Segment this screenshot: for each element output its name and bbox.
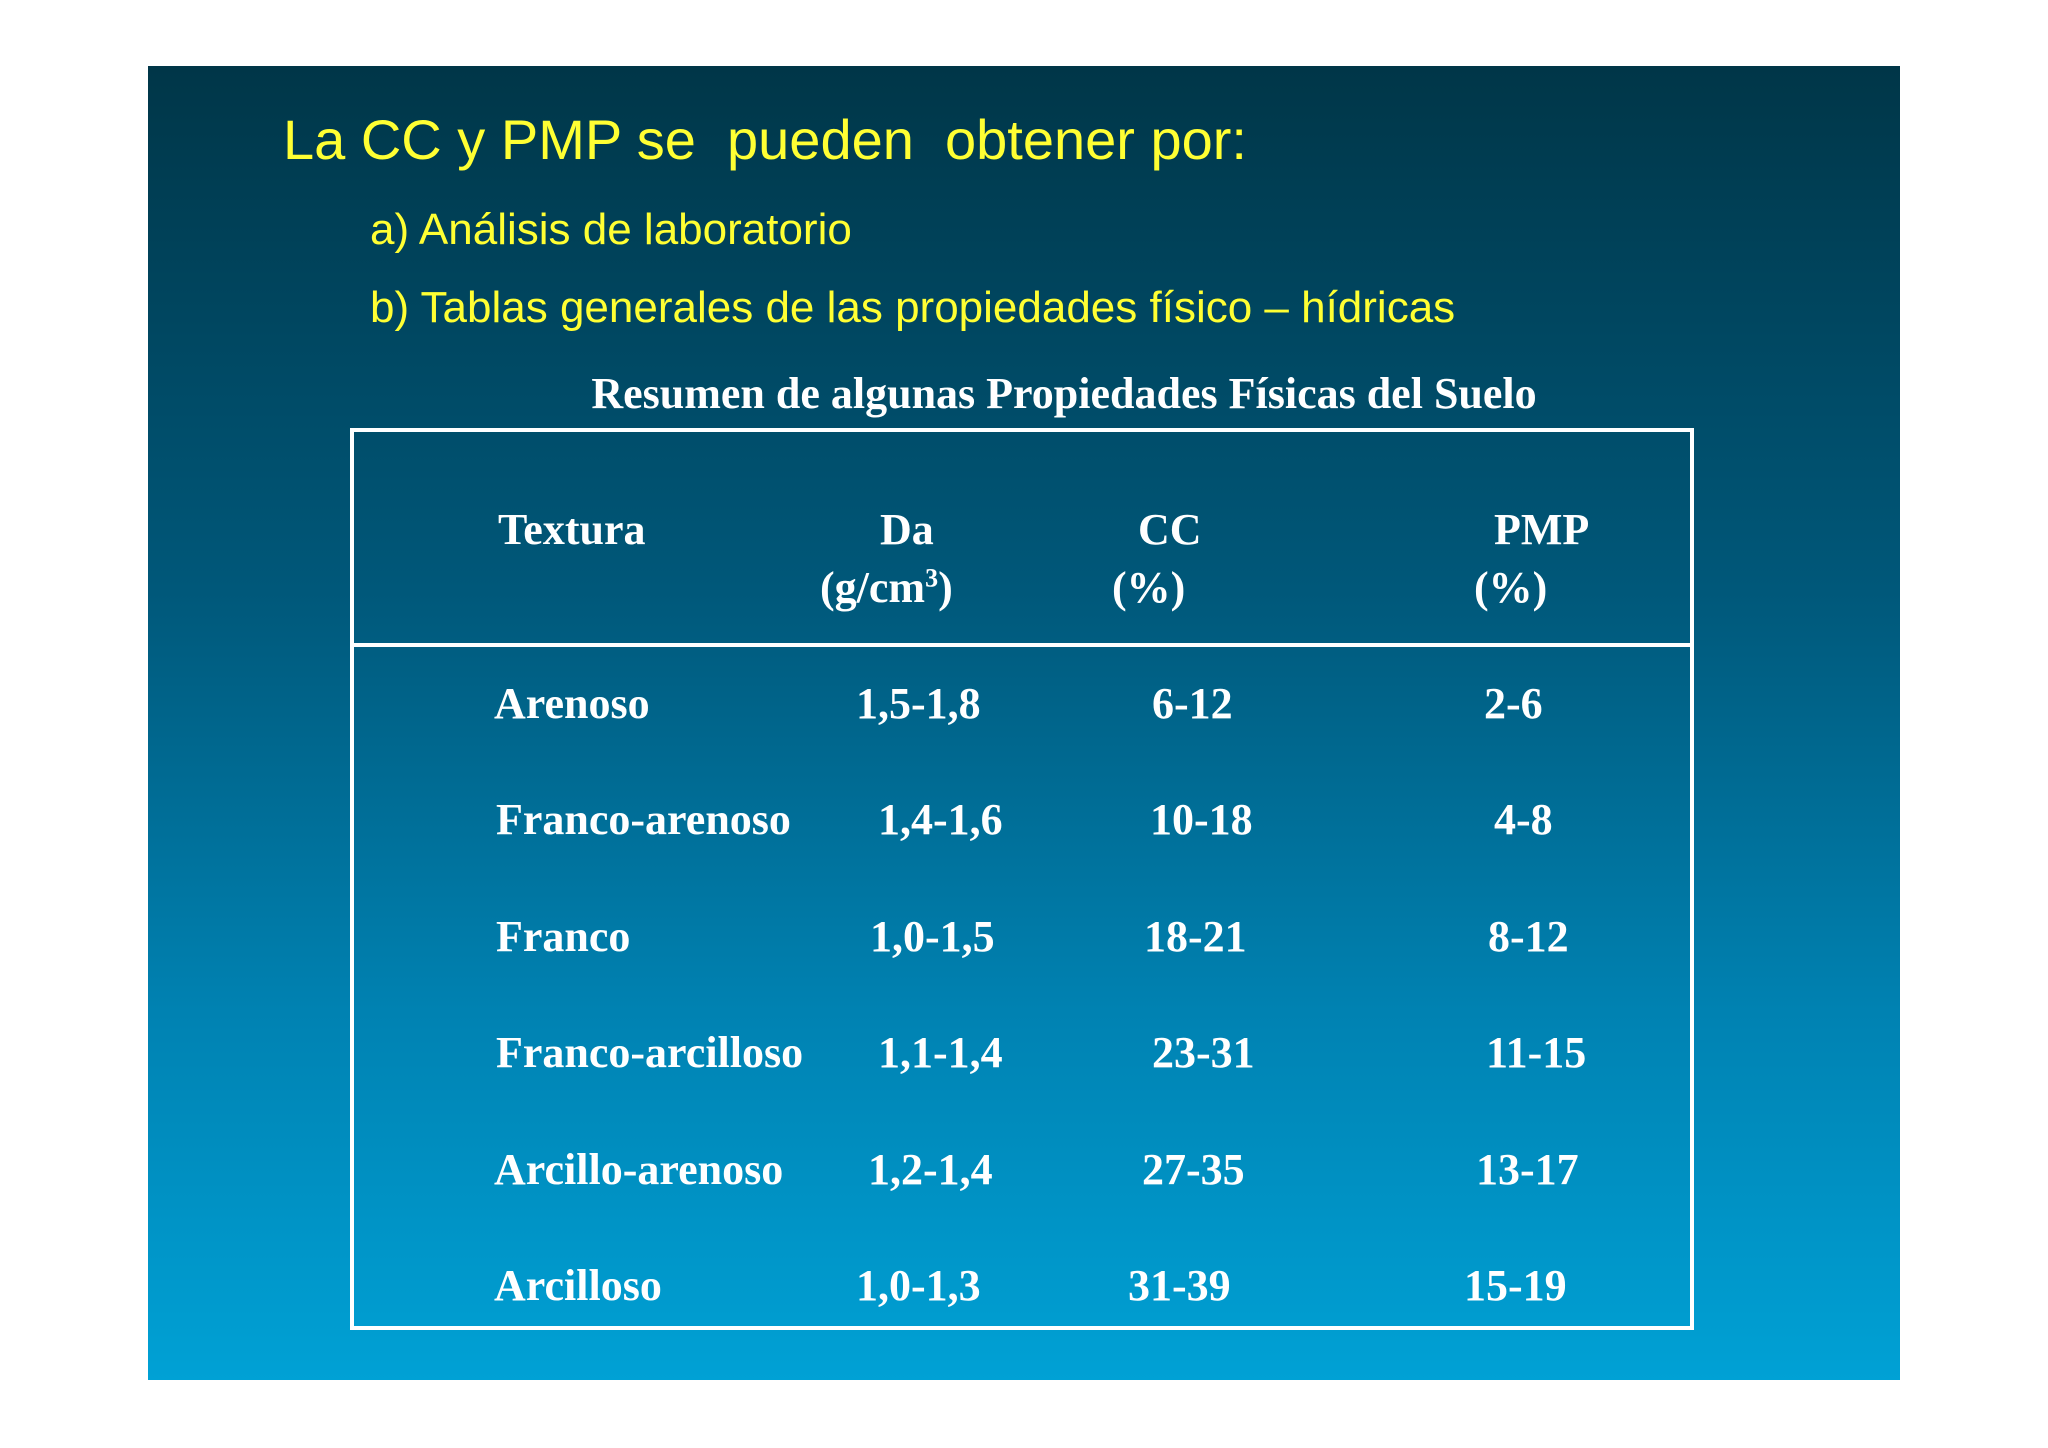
header-pmp-unit: (%) [1474,563,1548,612]
row-arenoso-textura: Arenoso [494,679,650,728]
row-franco-arenoso-pmp: 4-8 [1494,795,1553,844]
header-divider [354,643,1690,647]
header-cc: CC [1138,505,1202,554]
bullet-laboratory-analysis: a) Análisis de laboratorio [370,205,852,254]
row-arcilloso-da: 1,0-1,3 [856,1261,981,1310]
slide-title: La CC y PMP se pueden obtener por: [283,108,1247,171]
row-franco-arenoso-cc: 10-18 [1150,795,1253,844]
row-franco-arcilloso-da: 1,1-1,4 [878,1028,1003,1077]
header-da-unit-prefix: (g/cm [820,563,926,612]
table-caption: Resumen de algunas Propiedades Físicas d… [591,369,1537,418]
row-arcilloso-cc: 31-39 [1128,1261,1231,1310]
bullet-general-tables: b) Tablas generales de las propiedades f… [370,283,1456,332]
row-arenoso-da: 1,5-1,8 [856,679,981,728]
row-franco-arenoso-textura: Franco-arenoso [496,795,791,844]
header-da-unit: (g/cm3) [820,563,953,612]
header-pmp: PMP [1494,505,1590,554]
row-franco-arcilloso-textura: Franco-arcilloso [496,1028,804,1077]
row-franco-cc: 18-21 [1144,912,1247,961]
row-franco-da: 1,0-1,5 [870,912,995,961]
row-arenoso-pmp: 2-6 [1484,679,1543,728]
soil-properties-table: Textura Da (g/cm3) CC (%) PMP (%) Arenos… [350,428,1694,1330]
row-arcillo-arenoso-cc: 27-35 [1142,1145,1245,1194]
header-da: Da [880,505,934,554]
row-franco-arcilloso-pmp: 11-15 [1486,1028,1587,1077]
header-da-unit-suffix: ) [938,563,953,612]
row-arcillo-arenoso-da: 1,2-1,4 [868,1145,993,1194]
row-arcillo-arenoso-textura: Arcillo-arenoso [494,1145,784,1194]
header-textura: Textura [498,505,646,554]
row-arcillo-arenoso-pmp: 13-17 [1476,1145,1579,1194]
row-franco-arenoso-da: 1,4-1,6 [878,795,1003,844]
row-arenoso-cc: 6-12 [1152,679,1233,728]
header-da-unit-superscript: 3 [925,563,939,593]
header-cc-unit: (%) [1112,563,1186,612]
row-franco-textura: Franco [496,912,631,961]
row-arcilloso-textura: Arcilloso [494,1261,662,1310]
row-franco-pmp: 8-12 [1488,912,1569,961]
slide: La CC y PMP se pueden obtener por: a) An… [148,66,1900,1380]
row-franco-arcilloso-cc: 23-31 [1152,1028,1255,1077]
row-arcilloso-pmp: 15-19 [1464,1261,1567,1310]
